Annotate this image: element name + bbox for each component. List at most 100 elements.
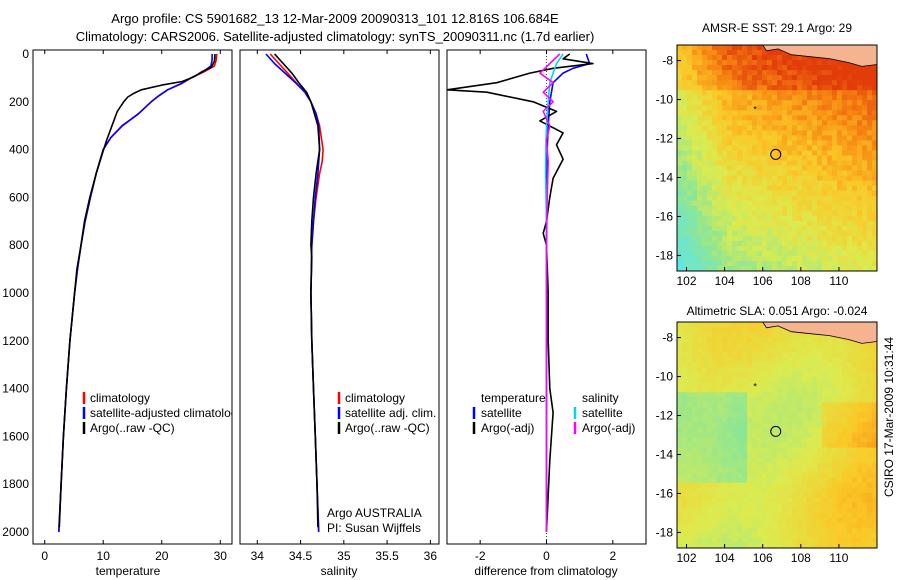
map-cell [752, 347, 758, 353]
map-cell [797, 215, 803, 222]
map-cell [722, 70, 728, 76]
map-cell [812, 230, 818, 237]
map-cell [852, 427, 858, 434]
map-cell [767, 432, 773, 439]
map-cell [727, 442, 733, 449]
map-cell [737, 65, 743, 71]
map-cell [697, 382, 703, 388]
map-cell [692, 327, 698, 333]
map-cell [797, 190, 803, 197]
map-cell [692, 357, 698, 363]
map-cell [852, 538, 858, 544]
map-cell [842, 160, 848, 167]
map-cell [847, 407, 853, 413]
map-cell [837, 352, 843, 358]
map-cell [797, 235, 803, 242]
map-cell [862, 90, 868, 96]
map-cell [842, 120, 848, 126]
difference-lines [447, 53, 594, 533]
map-cell [852, 205, 858, 212]
map-cell [782, 517, 788, 524]
map-cell [852, 487, 858, 494]
map-cell [732, 225, 738, 232]
map-cell [842, 522, 848, 529]
map-cell [867, 437, 873, 444]
map-cell [852, 357, 858, 363]
map-cell [872, 105, 877, 111]
map-cell [682, 347, 688, 353]
map-cell [802, 95, 808, 101]
map-cell [757, 90, 763, 96]
map-cell [687, 55, 693, 61]
map-cell [767, 180, 773, 187]
map-cell [797, 100, 803, 106]
map-cell [847, 220, 853, 227]
map-cell [842, 200, 848, 207]
map-cell [857, 487, 863, 494]
map-cell [702, 527, 708, 534]
x-tick-label: 10 [97, 549, 111, 563]
map-cell [807, 155, 813, 162]
map-cell [747, 517, 753, 524]
map-cell [682, 190, 688, 197]
map-cell [767, 85, 773, 91]
map-cell [872, 245, 877, 252]
map-cell [857, 352, 863, 358]
map-cell [717, 543, 723, 548]
map-cell [742, 472, 748, 479]
map-cell [707, 85, 713, 91]
map-cell [802, 477, 808, 484]
map-cell [807, 140, 813, 146]
map-cell [742, 120, 748, 126]
map-cell [792, 377, 798, 383]
map-cell [832, 462, 838, 469]
map-cell [752, 532, 758, 539]
map-cell [772, 210, 778, 217]
argo-position-marker [770, 148, 782, 160]
map-cell [782, 266, 788, 271]
map-cell [792, 347, 798, 353]
difference-x-ticks: -2 0 2 [475, 50, 616, 563]
map-cell [782, 261, 788, 267]
map-cell [787, 55, 793, 61]
map-cell [702, 507, 708, 514]
map-cell [722, 190, 728, 197]
map-cell [692, 95, 698, 101]
map-cell [682, 392, 688, 398]
map-cell [682, 215, 688, 222]
map-cell [867, 462, 873, 469]
map-cell [707, 255, 713, 262]
map-cell [752, 402, 758, 408]
map-cell [752, 155, 758, 162]
map-cell [817, 60, 823, 66]
map-cell [767, 487, 773, 494]
map-cell [797, 200, 803, 207]
map-cell [822, 266, 828, 271]
map-cell [762, 367, 768, 373]
map-cell [702, 322, 708, 328]
map-cell [777, 190, 783, 197]
map-cell [777, 337, 783, 343]
map-cell [802, 447, 808, 454]
map-cell [817, 215, 823, 222]
map-cell [797, 90, 803, 96]
map-cell [757, 442, 763, 449]
map-cell [762, 145, 768, 151]
map-cell [812, 100, 818, 106]
map-cell [737, 452, 743, 459]
map-cell [827, 417, 833, 423]
map-cell [842, 60, 848, 66]
map-cell [797, 457, 803, 464]
map-cell [702, 185, 708, 192]
map-cell [687, 502, 693, 509]
map-cell [692, 512, 698, 519]
map-cell [797, 55, 803, 61]
map-cell [817, 115, 823, 121]
map-cell [842, 442, 848, 449]
map-cell [852, 105, 858, 111]
map-cell [812, 150, 818, 157]
map-cell [722, 85, 728, 91]
map-cell [687, 527, 693, 534]
map-cell [732, 185, 738, 192]
map-cell [692, 367, 698, 373]
